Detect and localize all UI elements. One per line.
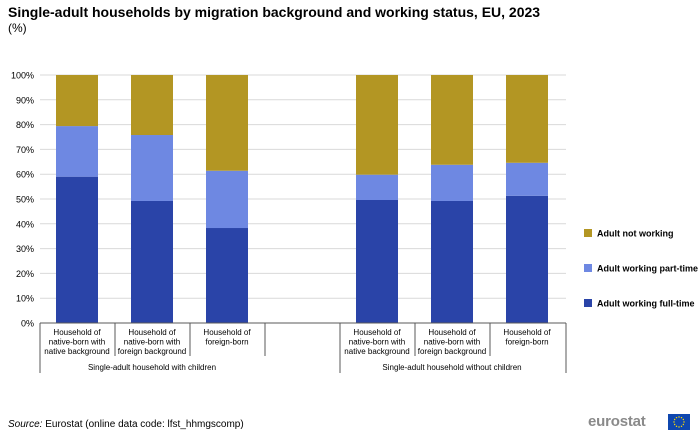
eu-flag-icon [668,414,690,430]
bar-segment [356,174,398,200]
flag-star [673,418,676,421]
legend-swatch [584,299,592,307]
y-tick-label: 10% [16,294,34,304]
flag-star [675,416,678,419]
legend-label: Adult not working [597,229,674,239]
x-tick-label: native-born with [124,338,180,347]
flag-star [680,425,683,428]
legend-label: Adult working full-time [597,299,695,309]
y-tick-label: 100% [11,71,34,81]
bar-segment [431,200,473,323]
x-tick-label: Household of [353,328,401,337]
x-tick-label: foreign-born [505,338,548,347]
chart-unit: (%) [8,21,27,35]
x-tick-label: native-born with [49,338,105,347]
bar-segment [506,75,548,163]
x-tick-label: native-born with [349,338,405,347]
flag-star [682,423,685,426]
x-tick-label: native background [44,347,109,356]
y-tick-label: 30% [16,244,34,254]
x-tick-label: Household of [428,328,476,337]
bar-segment [131,200,173,323]
bar-segment [506,195,548,323]
bar-segment [131,75,173,136]
bar-segment [56,126,98,177]
x-tick-label: Household of [128,328,176,337]
x-tick-label: foreign background [118,347,187,356]
x-tick-label: Household of [53,328,101,337]
flag-star [673,423,676,426]
bar-segment [206,228,248,323]
x-tick-label: native background [344,347,409,356]
legend-swatch [584,264,592,272]
y-tick-label: 90% [16,95,34,105]
source-text: Eurostat (online data code: lfst_hhmgsco… [42,419,244,430]
chart-title: Single-adult households by migration bac… [8,4,541,20]
bar-segment [56,176,98,323]
source-label: Source: [8,419,43,430]
eurostat-logo: eurostat [588,412,696,432]
bar-segment [356,199,398,323]
flag-star [682,418,685,421]
y-tick-label: 60% [16,170,34,180]
legend-swatch [584,229,592,237]
x-group-label: Single-adult household with children [88,363,216,372]
flag-star [680,416,683,419]
y-tick-label: 50% [16,195,34,205]
x-tick-label: Household of [203,328,251,337]
flag-star [678,426,680,428]
y-tick-label: 0% [21,319,34,329]
y-tick-label: 40% [16,219,34,229]
flag-star [673,421,675,423]
bar-segment [431,75,473,165]
y-tick-label: 80% [16,120,34,130]
x-tick-label: Household of [503,328,551,337]
legend-label: Adult working part-time [597,264,698,274]
flag-star [678,416,680,418]
y-tick-label: 20% [16,269,34,279]
flag-star [675,425,678,428]
eurostat-logo-text: eurostat [588,413,646,430]
bar-segment [506,162,548,196]
bar-segment [131,135,173,201]
x-tick-label: foreign-born [205,338,248,347]
flag-star [683,421,685,423]
bar-segment [56,75,98,127]
x-group-label: Single-adult household without children [382,363,521,372]
y-tick-label: 70% [16,145,34,155]
x-tick-label: foreign background [418,347,487,356]
x-tick-label: native-born with [424,338,480,347]
bar-segment [206,75,248,171]
source-note: Source: Eurostat (online data code: lfst… [8,419,244,430]
bar-segment [431,164,473,201]
bar-segment [206,170,248,229]
bar-segment [356,75,398,175]
